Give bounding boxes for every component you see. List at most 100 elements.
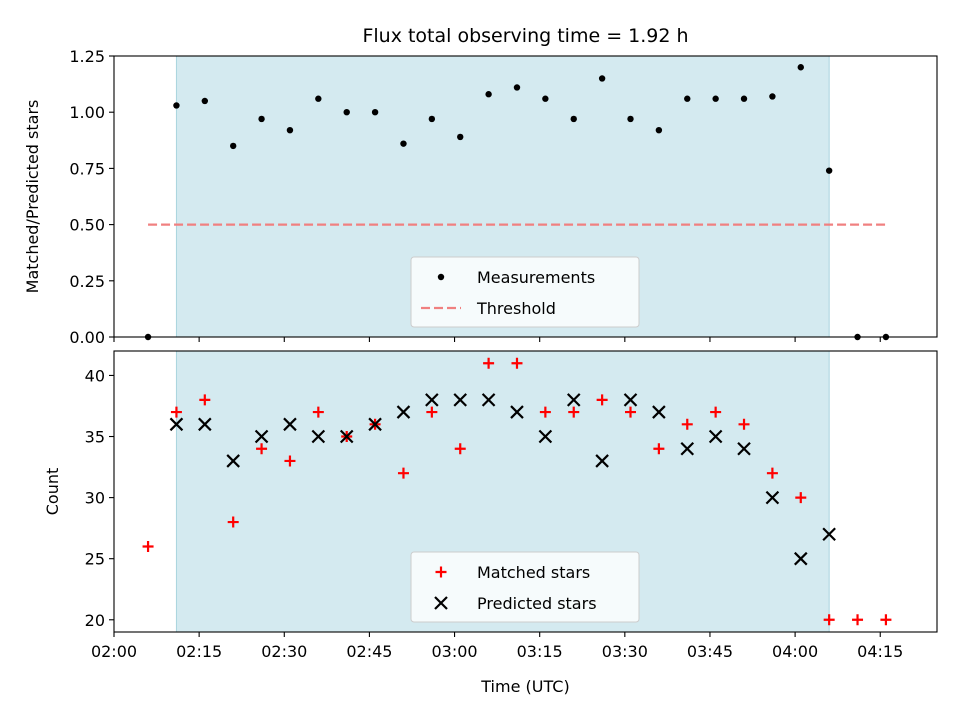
panel-2-predicted-stars-point-17 (652, 405, 666, 419)
panel-2-xtick-label-3: 02:45 (346, 642, 392, 661)
panel-2-ytick-label-1: 25 (85, 550, 105, 569)
panel-2-predicted-stars-point-21 (765, 490, 780, 505)
panel-1-measurements-point-4 (258, 115, 265, 123)
panel-1: 0.00 0.25 0.50 0.75 1.00 1.25 Flux total obser… (23, 25, 938, 347)
panel-2-matched-stars-point-22 (766, 467, 778, 479)
panel-1-ytick-label-2: 0.50 (69, 216, 105, 235)
panel-2-predicted-stars-point-7 (368, 417, 382, 432)
panel-2-matched-stars-point-11 (454, 443, 466, 455)
panel-2-legend-box (410, 551, 640, 623)
panel-2-ylabel: Count (43, 468, 62, 516)
panel-2-predicted-stars-point-14 (566, 393, 581, 407)
panel-2-xtick-label-4: 03:00 (431, 642, 477, 661)
panel-1-measurements-point-5 (286, 126, 294, 134)
panel-2-xtick-label-2: 02:30 (261, 642, 307, 661)
panel-1-frame (113, 55, 938, 338)
panel-2-ytick-label-4: 40 (85, 366, 105, 385)
panel-2-predicted-stars-point-19 (708, 429, 723, 444)
panel-2-matched-stars-point-6 (312, 406, 324, 418)
panel-2-predicted-stars-point-10 (453, 393, 468, 407)
panel-1-legend: Measurements Threshold (410, 256, 640, 328)
panel-2-matched-stars-point-13 (511, 357, 523, 369)
panel-2-matched-stars-point-14 (539, 406, 551, 418)
panel-2-frame (113, 350, 938, 633)
panel-1-measurements-point-7 (343, 109, 350, 116)
panel-1-measurements-point-16 (598, 75, 606, 82)
panel-2-predicted-stars-point-15 (595, 454, 609, 468)
panel-1-ytick-label-1: 0.25 (69, 272, 105, 291)
panel-1-measurements-point-20 (712, 95, 719, 102)
panel-2-matched-stars-point-0 (142, 540, 154, 552)
panel-1-measurements-point-6 (315, 95, 322, 102)
panel-2-predicted-stars-point-13 (538, 429, 553, 444)
panel-2-legend: Matched stars Predicted stars (410, 551, 640, 623)
panel-1-measurements-point-1 (173, 102, 180, 109)
panel-1-ytick-label-4: 1.00 (69, 103, 105, 122)
panel-1-measurements-point-22 (769, 93, 776, 100)
panel-2-ytick-label-0: 20 (85, 611, 105, 630)
panel-1-ytick-label-0: 0.00 (69, 328, 105, 347)
panel-2-predicted-stars-point-23 (822, 527, 836, 542)
panel-2-matched-stars-point-3 (227, 516, 239, 528)
panel-2-xtick-label-1: 02:15 (176, 642, 222, 661)
panel-2-predicted-stars-point-1 (198, 417, 212, 432)
panel-2-legend-label-0: Matched stars (477, 563, 590, 582)
panel-2-ytick-label-3: 35 (85, 428, 105, 447)
panel-2-matched-stars-point-25 (852, 614, 864, 626)
panel-1-measurements-point-10 (428, 115, 436, 123)
panel-1-legend-key-0 (437, 273, 445, 281)
panel-2-xtick-label-7: 03:45 (687, 642, 733, 661)
panel-2-predicted-stars-point-20 (737, 441, 751, 456)
panel-1-measurements-point-19 (684, 95, 691, 102)
panel-2-matched-stars-point-9 (397, 467, 409, 479)
panel-2-predicted-stars-point-22 (794, 551, 808, 566)
panel-1-measurements-point-3 (229, 142, 237, 150)
panel-2-xtick-label-9: 04:15 (857, 642, 903, 661)
panel-2-predicted-stars-point-12 (510, 405, 524, 419)
panel-1-legend-label-1: Threshold (476, 299, 556, 318)
panel-1-measurements-point-2 (201, 97, 209, 105)
panel-2-matched-stars-point-24 (823, 614, 835, 626)
panel-2-matched-stars-point-23 (795, 492, 807, 504)
panel-2-legend-key-0 (435, 566, 447, 578)
panel-2-predicted-stars-point-3 (254, 429, 269, 444)
panel-2-matched-stars-point-21 (738, 418, 750, 430)
panel-1-measurements-point-11 (457, 133, 464, 141)
panel-2-matched-stars-point-18 (653, 443, 665, 455)
panel-2-matched-stars-point-12 (483, 357, 495, 369)
panel-1-ytick-label-5: 1.25 (69, 47, 105, 66)
panel-2-xtick-label-5: 03:15 (517, 642, 563, 661)
panel-2-matched-stars-point-17 (625, 406, 637, 418)
panel-2-xlabel: Time (UTC) (480, 677, 569, 696)
panel-2-xtick-label-0: 02:00 (91, 642, 137, 661)
panel-1-ylabel: Matched/Predicted stars (23, 100, 42, 294)
panel-2-predicted-stars-point-8 (396, 405, 411, 419)
panel-1-measurements-point-9 (400, 140, 407, 147)
panel-2-predicted-stars-point-5 (311, 429, 326, 444)
panel-2-ytick-label-2: 30 (85, 489, 105, 508)
panel-2-predicted-stars-point-16 (623, 393, 638, 407)
panel-2-predicted-stars-point-4 (283, 417, 297, 432)
panel-2-predicted-stars-point-0 (169, 417, 184, 432)
panel-2-matched-stars-point-4 (256, 443, 268, 455)
panel-2-legend-label-1: Predicted stars (477, 594, 597, 613)
panel-1-measurements-point-23 (797, 64, 804, 71)
panel-2-predicted-stars-point-9 (425, 393, 439, 407)
panel-2-matched-stars-point-2 (199, 394, 211, 406)
panel-1-ytick-label-3: 0.75 (69, 159, 105, 178)
panel-2-matched-stars-point-19 (681, 418, 693, 430)
panel-2-matched-stars-point-16 (596, 394, 608, 406)
panel-2-matched-stars-point-15 (568, 406, 580, 418)
panel-2-legend-key-1 (434, 596, 448, 610)
panel-1-measurements-point-8 (371, 109, 379, 116)
panel-2-predicted-stars-point-2 (226, 454, 240, 468)
panel-1-measurements-point-17 (627, 115, 634, 123)
panel-1-title: Flux total observing time = 1.92 h (362, 25, 688, 47)
panel-2-matched-stars-point-20 (710, 406, 722, 418)
panel-2-predicted-stars-point-6 (339, 429, 354, 444)
panel-2: 20 25 30 35 40 02:00 02:15 02:30 02:45 03:00 03:15… (43, 350, 938, 696)
panel-1-measurements-point-14 (542, 95, 549, 102)
panel-2-matched-stars-point-1 (170, 406, 182, 418)
